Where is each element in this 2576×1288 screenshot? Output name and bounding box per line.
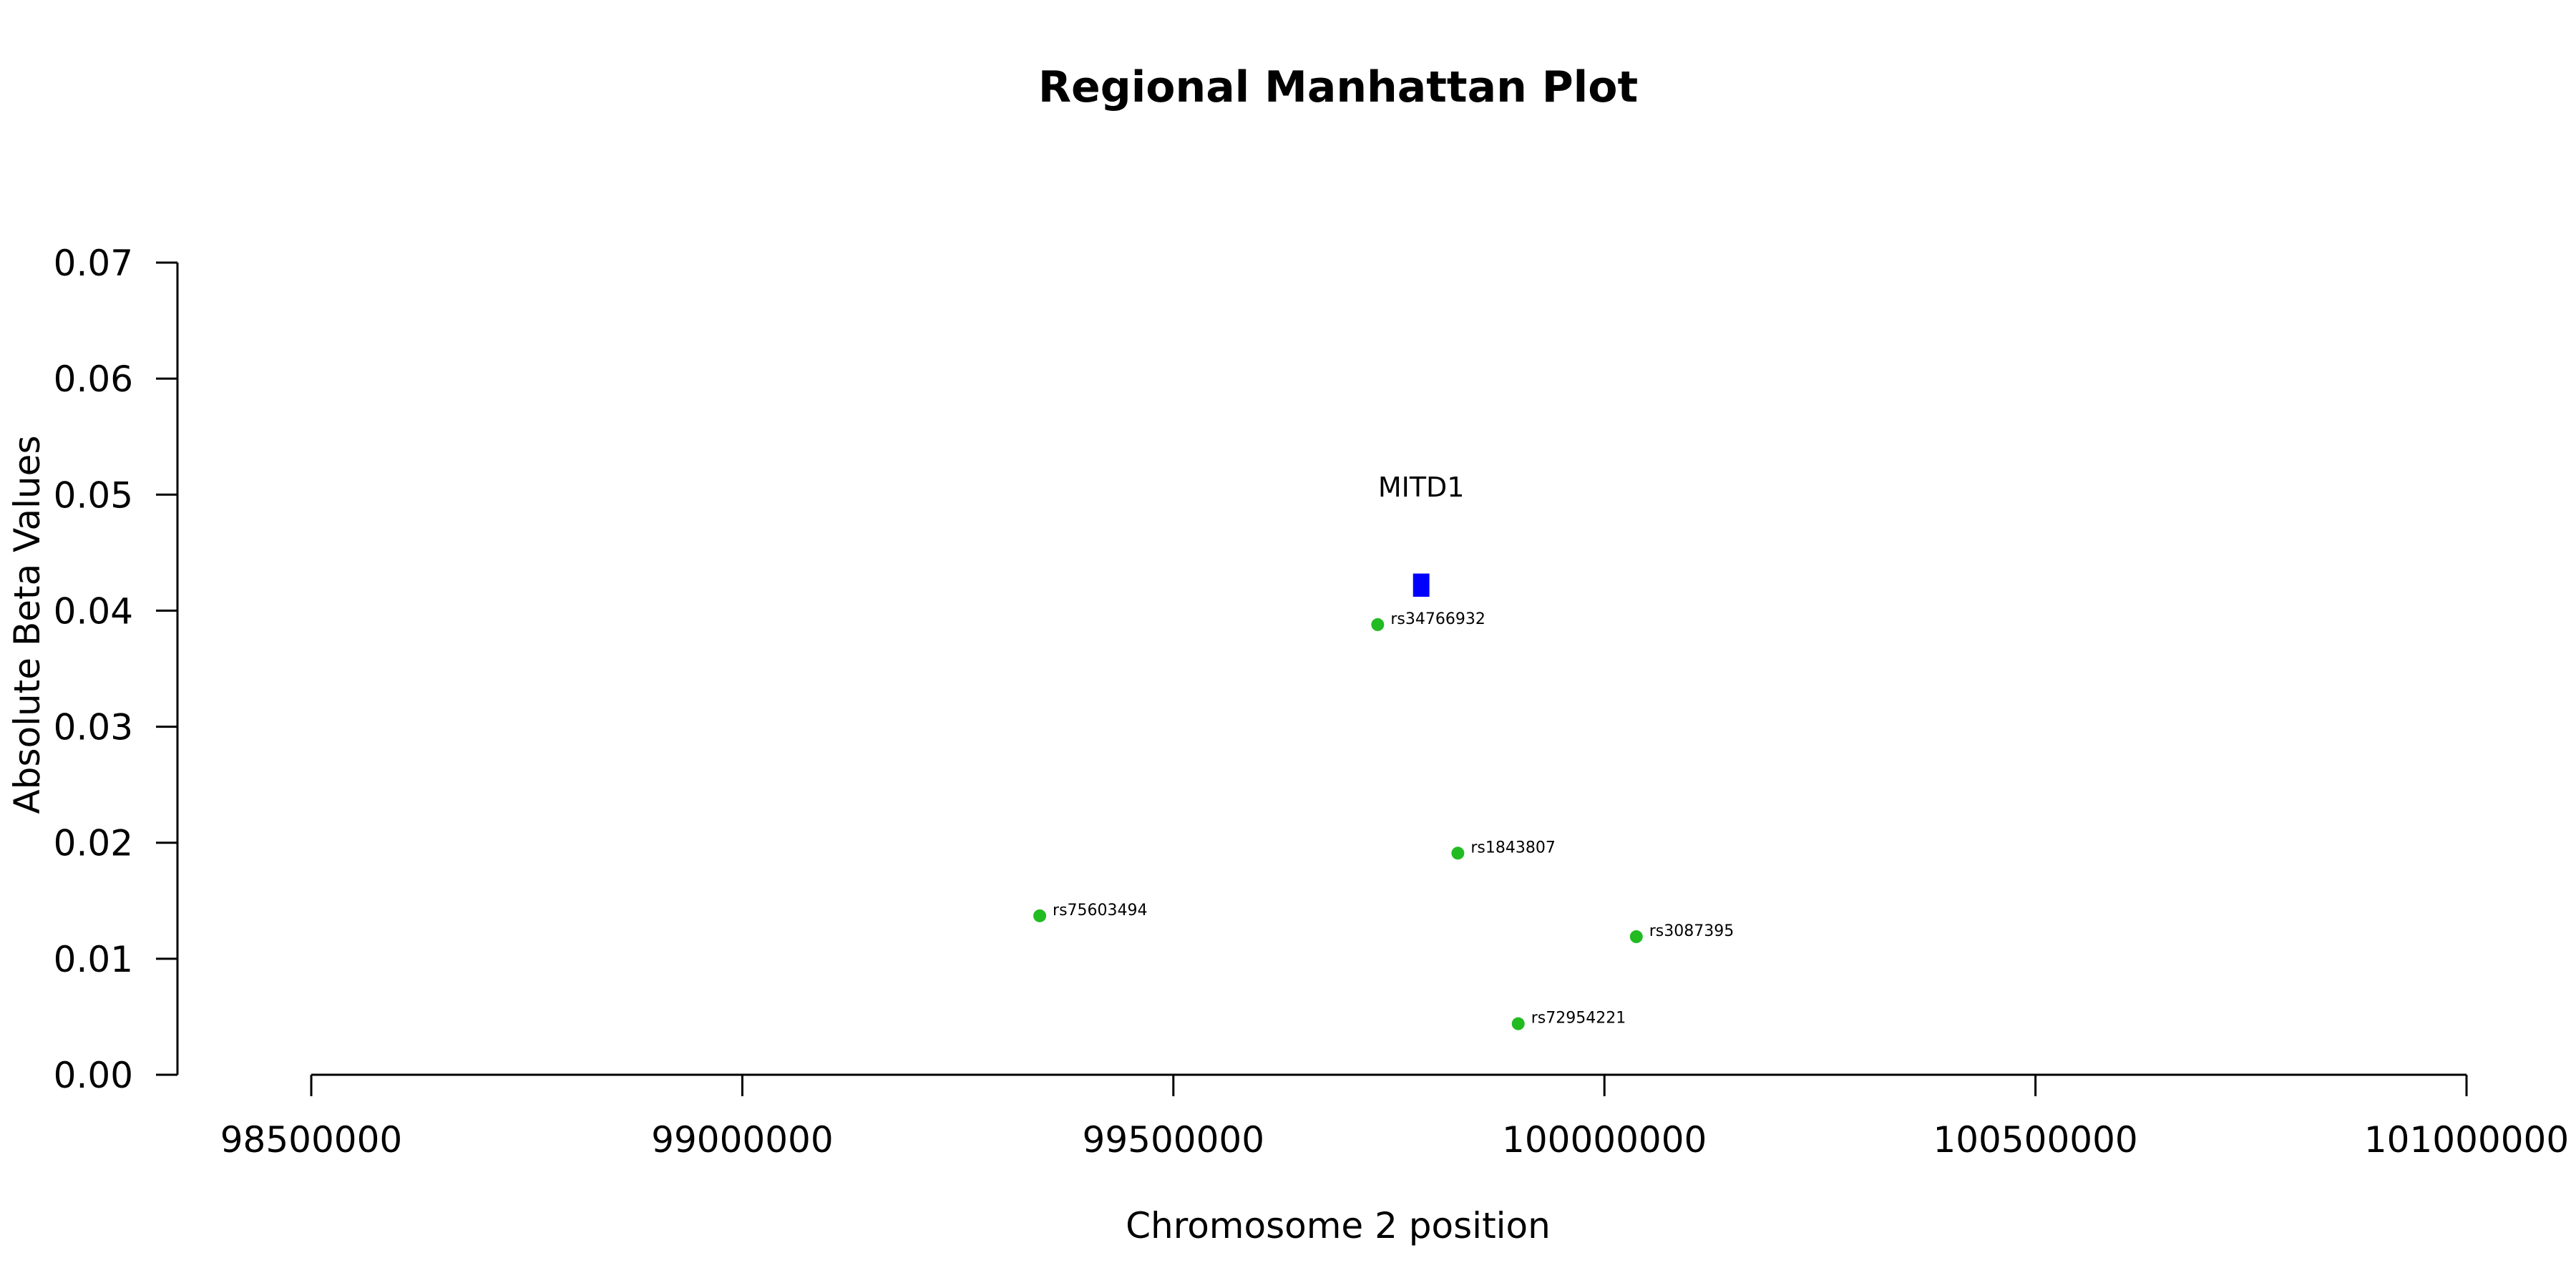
x-tick-label: 101000000 [2364,1119,2569,1161]
x-tick-label: 98500000 [220,1119,403,1161]
snp-point [1629,930,1643,944]
y-tick-label: 0.01 [54,939,133,980]
x-tick-label: 100000000 [1502,1119,1707,1161]
y-tick-label: 0.06 [54,358,133,400]
snp-label: rs34766932 [1390,610,1485,628]
y-tick-label: 0.03 [54,707,133,748]
snp-label: rs3087395 [1649,922,1735,940]
y-tick-label: 0.04 [54,590,133,632]
x-axis-label: Chromosome 2 position [1126,1205,1551,1246]
y-axis-label: Absolute Beta Values [6,436,48,814]
y-tick-label: 0.07 [54,243,133,284]
x-tick-label: 99500000 [1083,1119,1265,1161]
y-tick-label: 0.00 [54,1055,133,1096]
snp-point [1371,618,1385,631]
gene-bar [1413,573,1430,597]
x-axis: 98500000 99000000 99500000 100000000 1005000… [220,1073,2569,1161]
points-layer: rs75603494 rs34766932 rs1843807 rs72954221 r… [1033,610,1734,1030]
snp-label: rs1843807 [1470,839,1556,857]
x-tick-label: 99000000 [651,1119,834,1161]
y-tick-label: 0.02 [54,823,133,864]
x-tick-label: 100500000 [1933,1119,2137,1161]
snp-point [1033,909,1047,922]
y-axis: 0.00 0.01 0.02 0.03 0.04 0.05 0.06 0.07 [54,243,179,1096]
snp-label: rs75603494 [1053,902,1147,919]
snp-label: rs72954221 [1531,1010,1626,1028]
gene-layer: MITD1 [1378,472,1465,597]
y-tick-label: 0.05 [54,474,133,516]
gene-label: MITD1 [1378,472,1465,503]
chart-title: Regional Manhattan Plot [1038,62,1638,112]
snp-point [1511,1017,1525,1030]
snp-point [1451,847,1465,860]
